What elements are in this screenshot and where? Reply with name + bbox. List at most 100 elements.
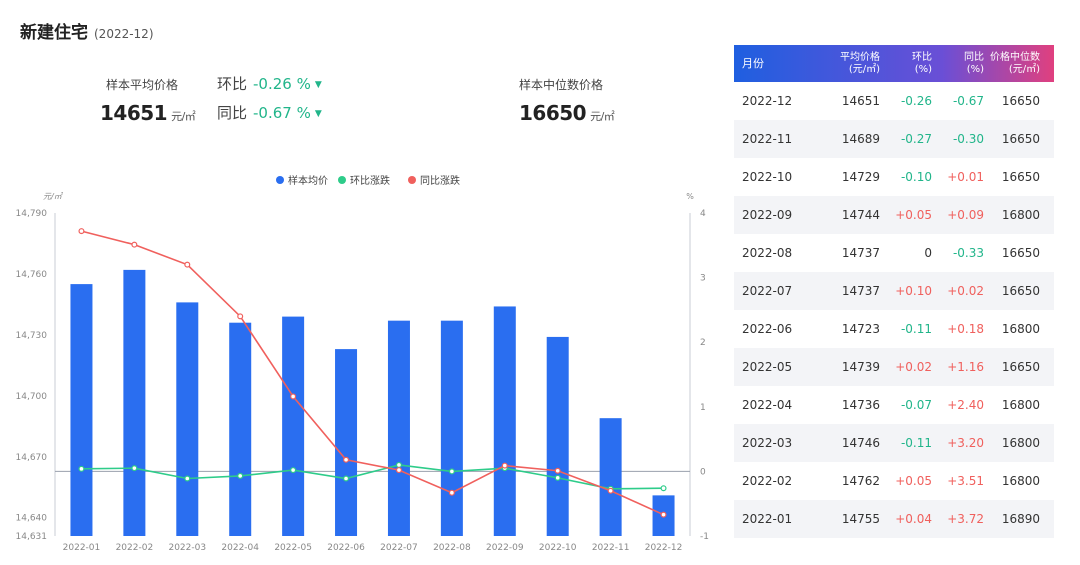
caret-down-icon: ▼ [314, 109, 322, 119]
cell-mom: +0.05 [895, 208, 932, 222]
cell-median: 16650 [1001, 360, 1040, 374]
cell-mom: -0.11 [900, 436, 932, 450]
mom-point [554, 474, 561, 481]
caret-down-icon: ▼ [314, 80, 322, 90]
cell-avg-price: 14762 [841, 474, 880, 488]
yoy-point [660, 511, 667, 518]
left-axis-tick: 14,730 [16, 331, 48, 341]
right-axis-tick: -1 [700, 532, 709, 542]
mom-line [81, 464, 664, 490]
header-month: 月份 [742, 56, 764, 70]
yoy-point [78, 228, 85, 235]
mom-point [448, 468, 455, 475]
table-row: 2022-06 14723 -0.11 +0.18 16800 [734, 310, 1054, 348]
avg-price-number: 14651 [100, 101, 168, 125]
cell-yoy: +0.09 [947, 208, 984, 222]
table-row: 2022-05 14739 +0.02 +1.16 16650 [734, 348, 1054, 386]
cell-month: 2022-03 [742, 436, 793, 450]
legend-label: 环比涨跌 [350, 174, 390, 187]
bar [440, 320, 463, 536]
left-axis-tick: 14,640 [16, 514, 48, 524]
yoy-value: -0.67 % [253, 104, 311, 122]
cell-yoy: +3.72 [947, 512, 984, 526]
median-price-number: 16650 [519, 101, 587, 125]
cell-median: 16650 [1001, 284, 1040, 298]
yoy-point [237, 313, 244, 320]
mom-point [78, 465, 85, 472]
mom-point [290, 467, 297, 474]
median-price-label: 样本中位数价格 [519, 78, 604, 92]
left-axis-tick: 14,790 [16, 209, 48, 219]
yoy-point [395, 467, 402, 474]
cell-mom: -0.10 [900, 170, 932, 184]
x-axis-tick: 2022-04 [221, 543, 259, 553]
cell-yoy: +0.01 [947, 170, 984, 184]
cell-avg-price: 14736 [841, 398, 880, 412]
yoy-point [607, 487, 614, 494]
median-price-value: 16650 元/㎡ [519, 101, 615, 125]
cell-yoy: -0.33 [952, 246, 984, 260]
mom-point [660, 485, 667, 492]
header-avg-price: 平均价格 (元/㎡) [840, 51, 880, 75]
cell-yoy: +0.02 [947, 284, 984, 298]
bar [546, 336, 569, 536]
header-median: 价格中位数 (元/㎡) [990, 51, 1040, 75]
cell-median: 16800 [1001, 436, 1040, 450]
x-axis-tick: 2022-08 [433, 543, 471, 553]
right-axis-tick: 3 [700, 274, 706, 284]
cell-month: 2022-12 [742, 94, 793, 108]
legend-label: 同比涨跌 [420, 174, 460, 187]
bar [335, 349, 358, 536]
yoy-line [81, 230, 664, 516]
x-axis-tick: 2022-12 [645, 543, 683, 553]
table-header: 月份 平均价格 (元/㎡) 环比 (%) 同比 (%) 价格中位数 (元/㎡) [734, 45, 1054, 82]
header-mom: 环比 (%) [912, 51, 932, 75]
table-row: 2022-09 14744 +0.05 +0.09 16800 [734, 196, 1054, 234]
cell-mom: -0.26 [900, 94, 932, 108]
cell-median: 16800 [1001, 474, 1040, 488]
monthly-price-table: 月份 平均价格 (元/㎡) 环比 (%) 同比 (%) 价格中位数 (元/㎡) … [734, 45, 1054, 538]
median-price-unit: 元/㎡ [590, 110, 615, 123]
table-row: 2022-11 14689 -0.27 -0.30 16650 [734, 120, 1054, 158]
cell-month: 2022-07 [742, 284, 793, 298]
cell-month: 2022-09 [742, 208, 793, 222]
yoy-point [131, 241, 138, 248]
cell-yoy: -0.67 [952, 94, 984, 108]
cell-median: 16800 [1001, 322, 1040, 336]
cell-median: 16800 [1001, 398, 1040, 412]
table-row: 2022-08 14737 0 -0.33 16650 [734, 234, 1054, 272]
legend-marker [276, 176, 284, 184]
cell-avg-price: 14651 [841, 94, 880, 108]
cell-month: 2022-06 [742, 322, 793, 336]
mom-point [184, 475, 191, 482]
bar [176, 302, 199, 536]
cell-yoy: +1.16 [947, 360, 984, 374]
cell-yoy: +2.40 [947, 398, 984, 412]
cell-mom: +0.05 [895, 474, 932, 488]
right-axis-unit: % [686, 192, 694, 201]
cell-median: 16890 [1001, 512, 1040, 526]
yoy-point [290, 393, 297, 400]
table-row: 2022-04 14736 -0.07 +2.40 16800 [734, 386, 1054, 424]
yoy-change: 同比 -0.67 % ▼ [217, 102, 322, 123]
right-axis-tick: 4 [700, 209, 706, 219]
cell-month: 2022-04 [742, 398, 793, 412]
x-axis-tick: 2022-09 [486, 543, 524, 553]
table-row: 2022-07 14737 +0.10 +0.02 16650 [734, 272, 1054, 310]
bar [282, 316, 305, 536]
table-row: 2022-03 14746 -0.11 +3.20 16800 [734, 424, 1054, 462]
cell-median: 16800 [1001, 208, 1040, 222]
table-body: 2022-12 14651 -0.26 -0.67 16650 2022-11 14689 -… [734, 82, 1054, 538]
mom-point [343, 475, 350, 482]
title-text: 新建住宅 [20, 23, 88, 43]
page-title: 新建住宅 (2022-12) [20, 18, 154, 43]
cell-month: 2022-10 [742, 170, 793, 184]
cell-yoy: +0.18 [947, 322, 984, 336]
x-axis-tick: 2022-07 [380, 543, 418, 553]
x-axis-tick: 2022-03 [168, 543, 206, 553]
cell-avg-price: 14729 [841, 170, 880, 184]
right-axis-tick: 0 [700, 467, 706, 477]
cell-mom: +0.04 [895, 512, 932, 526]
right-axis-tick: 2 [700, 338, 706, 348]
bar [123, 269, 146, 536]
